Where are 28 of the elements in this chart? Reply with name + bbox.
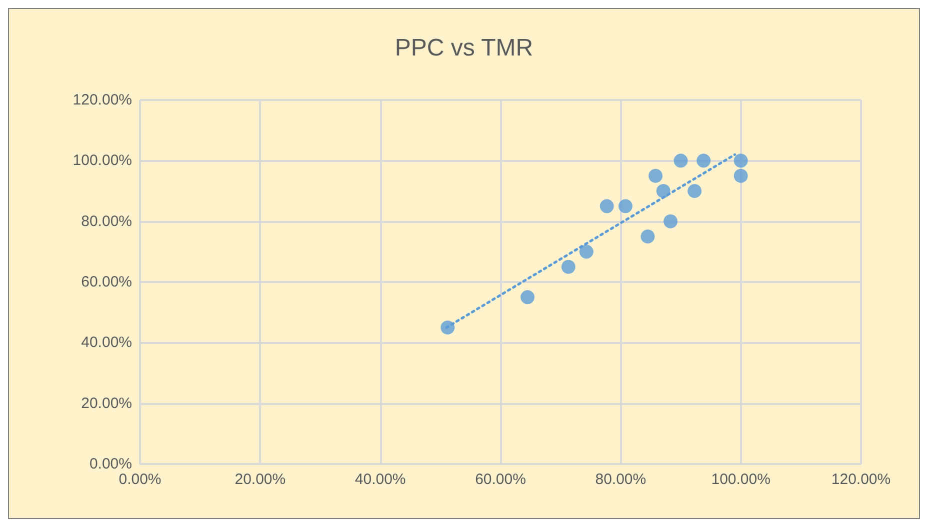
point xyxy=(640,230,655,244)
y-tick-label: 120.00% xyxy=(72,92,132,108)
point xyxy=(561,260,576,274)
chart-title: PPC vs TMR xyxy=(394,34,534,62)
x-tick-label: 100.00% xyxy=(711,471,770,488)
y-tick-label: 100.00% xyxy=(72,152,132,170)
point xyxy=(674,154,688,168)
point xyxy=(648,168,663,183)
point xyxy=(618,199,632,214)
x-tick-label: 20.00% xyxy=(234,471,286,488)
y-tick-label: 80.00% xyxy=(81,212,132,230)
x-tick-label: 0.00% xyxy=(118,471,162,488)
point xyxy=(520,290,535,304)
point xyxy=(734,154,748,168)
point xyxy=(688,184,702,198)
point xyxy=(734,168,748,183)
x-tick-label: 80.00% xyxy=(595,471,646,488)
x-tick-label: 40.00% xyxy=(354,471,406,488)
x-tick-label: 60.00% xyxy=(475,471,526,488)
y-tick-label: 40.00% xyxy=(81,334,132,352)
x-tick-label: 120.00% xyxy=(831,471,891,488)
point xyxy=(664,214,678,228)
y-tick-label: 0.00% xyxy=(89,456,132,472)
y-tick-label: 20.00% xyxy=(81,394,132,412)
point xyxy=(600,199,614,214)
y-tick-label: 60.00% xyxy=(81,274,132,290)
point xyxy=(579,244,594,259)
point xyxy=(696,154,711,168)
